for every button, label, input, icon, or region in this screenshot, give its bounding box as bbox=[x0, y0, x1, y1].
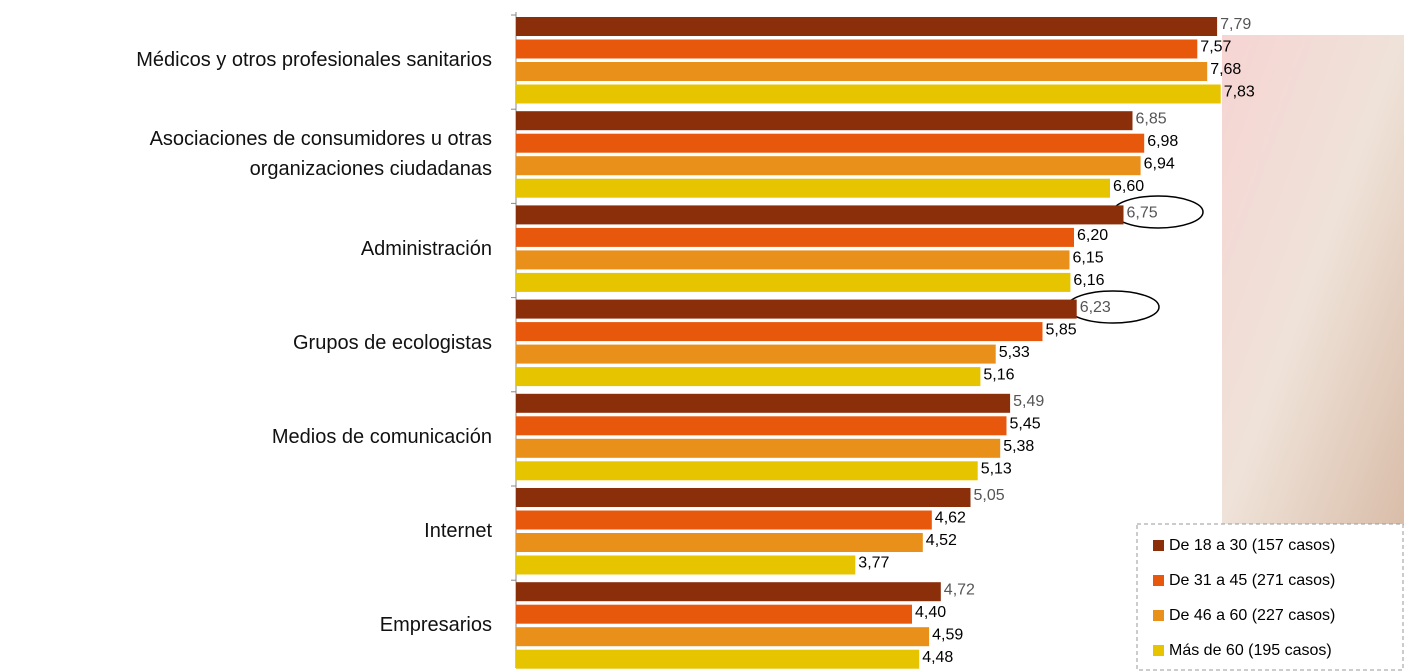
bar bbox=[516, 205, 1124, 225]
bar bbox=[516, 367, 981, 387]
value-label: 6,23 bbox=[1080, 299, 1111, 316]
legend-swatch bbox=[1153, 575, 1164, 586]
bar bbox=[516, 272, 1071, 292]
bar bbox=[516, 488, 971, 507]
value-label: 6,98 bbox=[1147, 133, 1178, 150]
bar bbox=[516, 627, 930, 647]
category-label: Médicos y otros profesionales sanitarios bbox=[136, 49, 492, 72]
value-label: 5,38 bbox=[1003, 438, 1034, 455]
value-label: 5,45 bbox=[1010, 416, 1041, 433]
bar bbox=[516, 299, 1077, 319]
value-label: 5,49 bbox=[1013, 393, 1044, 410]
value-label: 6,15 bbox=[1073, 250, 1104, 267]
bar bbox=[516, 555, 856, 575]
value-label: 6,94 bbox=[1144, 155, 1175, 172]
value-label: 3,77 bbox=[858, 555, 889, 572]
bar bbox=[516, 111, 1133, 131]
bar bbox=[516, 17, 1218, 36]
value-label: 5,16 bbox=[983, 366, 1014, 383]
value-label: 5,05 bbox=[974, 487, 1005, 504]
value-label: 6,16 bbox=[1073, 272, 1104, 289]
bar bbox=[516, 533, 923, 552]
value-label: 4,48 bbox=[922, 649, 953, 666]
value-label: 6,75 bbox=[1127, 205, 1158, 222]
value-label: 7,57 bbox=[1200, 39, 1231, 56]
bar bbox=[516, 322, 1043, 342]
value-label: 7,83 bbox=[1224, 84, 1255, 101]
category-label: Medios de comunicación bbox=[271, 425, 492, 448]
legend-swatch bbox=[1153, 645, 1164, 656]
value-label: 5,13 bbox=[981, 461, 1012, 478]
value-label: 7,68 bbox=[1210, 61, 1241, 78]
value-label: 6,85 bbox=[1136, 110, 1167, 127]
category-label: Grupos de ecologistas bbox=[292, 331, 492, 354]
value-label: 4,40 bbox=[915, 604, 946, 621]
legend-box bbox=[1136, 523, 1404, 671]
category-label: Administración bbox=[360, 237, 492, 260]
bar bbox=[516, 227, 1074, 247]
bar bbox=[516, 416, 1007, 436]
bar bbox=[516, 510, 932, 530]
bar bbox=[516, 344, 996, 364]
bar bbox=[516, 461, 978, 481]
bar bbox=[516, 84, 1221, 104]
category-label: Internet bbox=[424, 520, 492, 543]
bar bbox=[516, 582, 941, 602]
legend-label: Más de 60 (195 casos) bbox=[1169, 642, 1332, 659]
value-label: 5,85 bbox=[1046, 321, 1077, 338]
value-label: 7,79 bbox=[1220, 16, 1251, 33]
category-label: Asociaciones de consumidores u otras org… bbox=[149, 128, 492, 181]
bar bbox=[516, 133, 1145, 153]
bar bbox=[516, 250, 1070, 270]
legend-label: De 18 a 30 (157 casos) bbox=[1169, 537, 1335, 554]
value-label: 6,60 bbox=[1113, 178, 1144, 195]
value-label: 4,72 bbox=[944, 581, 975, 598]
legend-label: De 46 a 60 (227 casos) bbox=[1169, 607, 1335, 624]
value-label: 4,52 bbox=[926, 532, 957, 549]
value-label: 5,33 bbox=[999, 344, 1030, 361]
bar bbox=[516, 604, 912, 624]
bar bbox=[516, 62, 1208, 81]
legend-swatch bbox=[1153, 610, 1164, 621]
value-label: 4,59 bbox=[932, 626, 963, 643]
background-photo bbox=[1222, 35, 1404, 525]
bar bbox=[516, 438, 1001, 458]
legend-swatch bbox=[1153, 540, 1164, 551]
bar bbox=[516, 156, 1141, 176]
value-label: 6,20 bbox=[1077, 227, 1108, 244]
bar bbox=[516, 649, 920, 669]
bar bbox=[516, 178, 1110, 198]
bar bbox=[516, 393, 1011, 413]
category-label: Empresarios bbox=[379, 614, 492, 637]
bar bbox=[516, 39, 1198, 59]
legend-label: De 31 a 45 (271 casos) bbox=[1169, 572, 1335, 589]
value-label: 4,62 bbox=[935, 510, 966, 527]
